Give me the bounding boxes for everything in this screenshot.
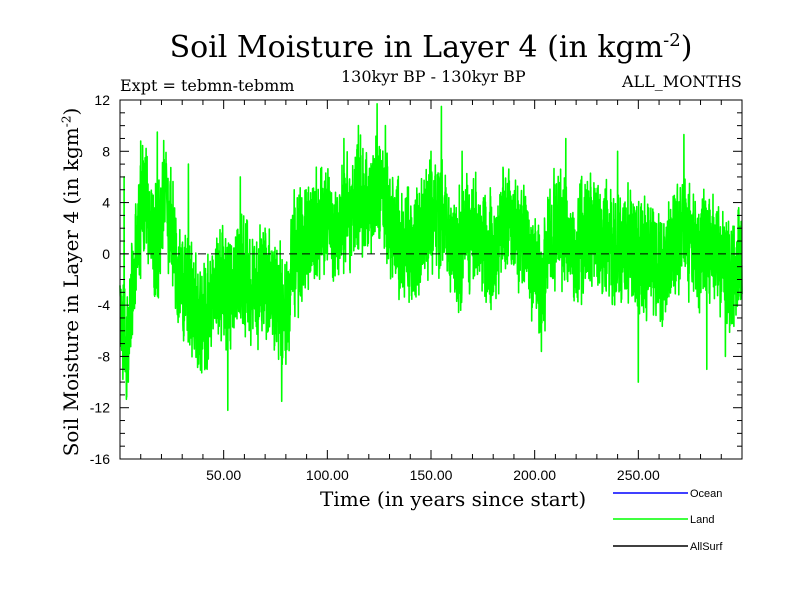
series-line-land: [119, 103, 743, 412]
legend-label-allsurf: AllSurf: [690, 541, 723, 553]
period-label: 130kyr BP - 130kyr BP: [341, 67, 526, 86]
months-label: ALL_MONTHS: [622, 72, 742, 91]
x-tick-label: 50.00: [206, 467, 241, 483]
chart-title: Soil Moisture in Layer 4 (in kgm-2): [169, 30, 693, 65]
x-tick-label: 200.00: [513, 467, 556, 483]
y-tick-label: -4: [98, 297, 111, 313]
y-tick-label: 4: [102, 195, 110, 211]
ticks-group: -16 -12 -8 -4 0 4 8 12 50.00 100.00 150.00 200.00 25…: [90, 92, 742, 483]
legend: Ocean Land AllSurf: [613, 488, 723, 553]
plot-series-group: [119, 103, 743, 412]
x-axis-label: Time (in years since start): [320, 487, 587, 511]
y-tick-label: 0: [102, 246, 110, 262]
x-tick-label: 250.00: [617, 467, 660, 483]
y-tick-label: -12: [90, 400, 110, 416]
x-tick-label: 100.00: [306, 467, 349, 483]
y-tick-label: 8: [102, 143, 110, 159]
y-tick-label: -8: [98, 348, 111, 364]
y-tick-label: -16: [90, 451, 110, 467]
y-tick-label: 12: [94, 92, 110, 108]
experiment-label: Expt = tebmn-tebmm: [120, 76, 295, 95]
legend-label-land: Land: [690, 514, 714, 526]
x-tick-label: 150.00: [410, 467, 453, 483]
legend-label-ocean: Ocean: [690, 488, 722, 500]
